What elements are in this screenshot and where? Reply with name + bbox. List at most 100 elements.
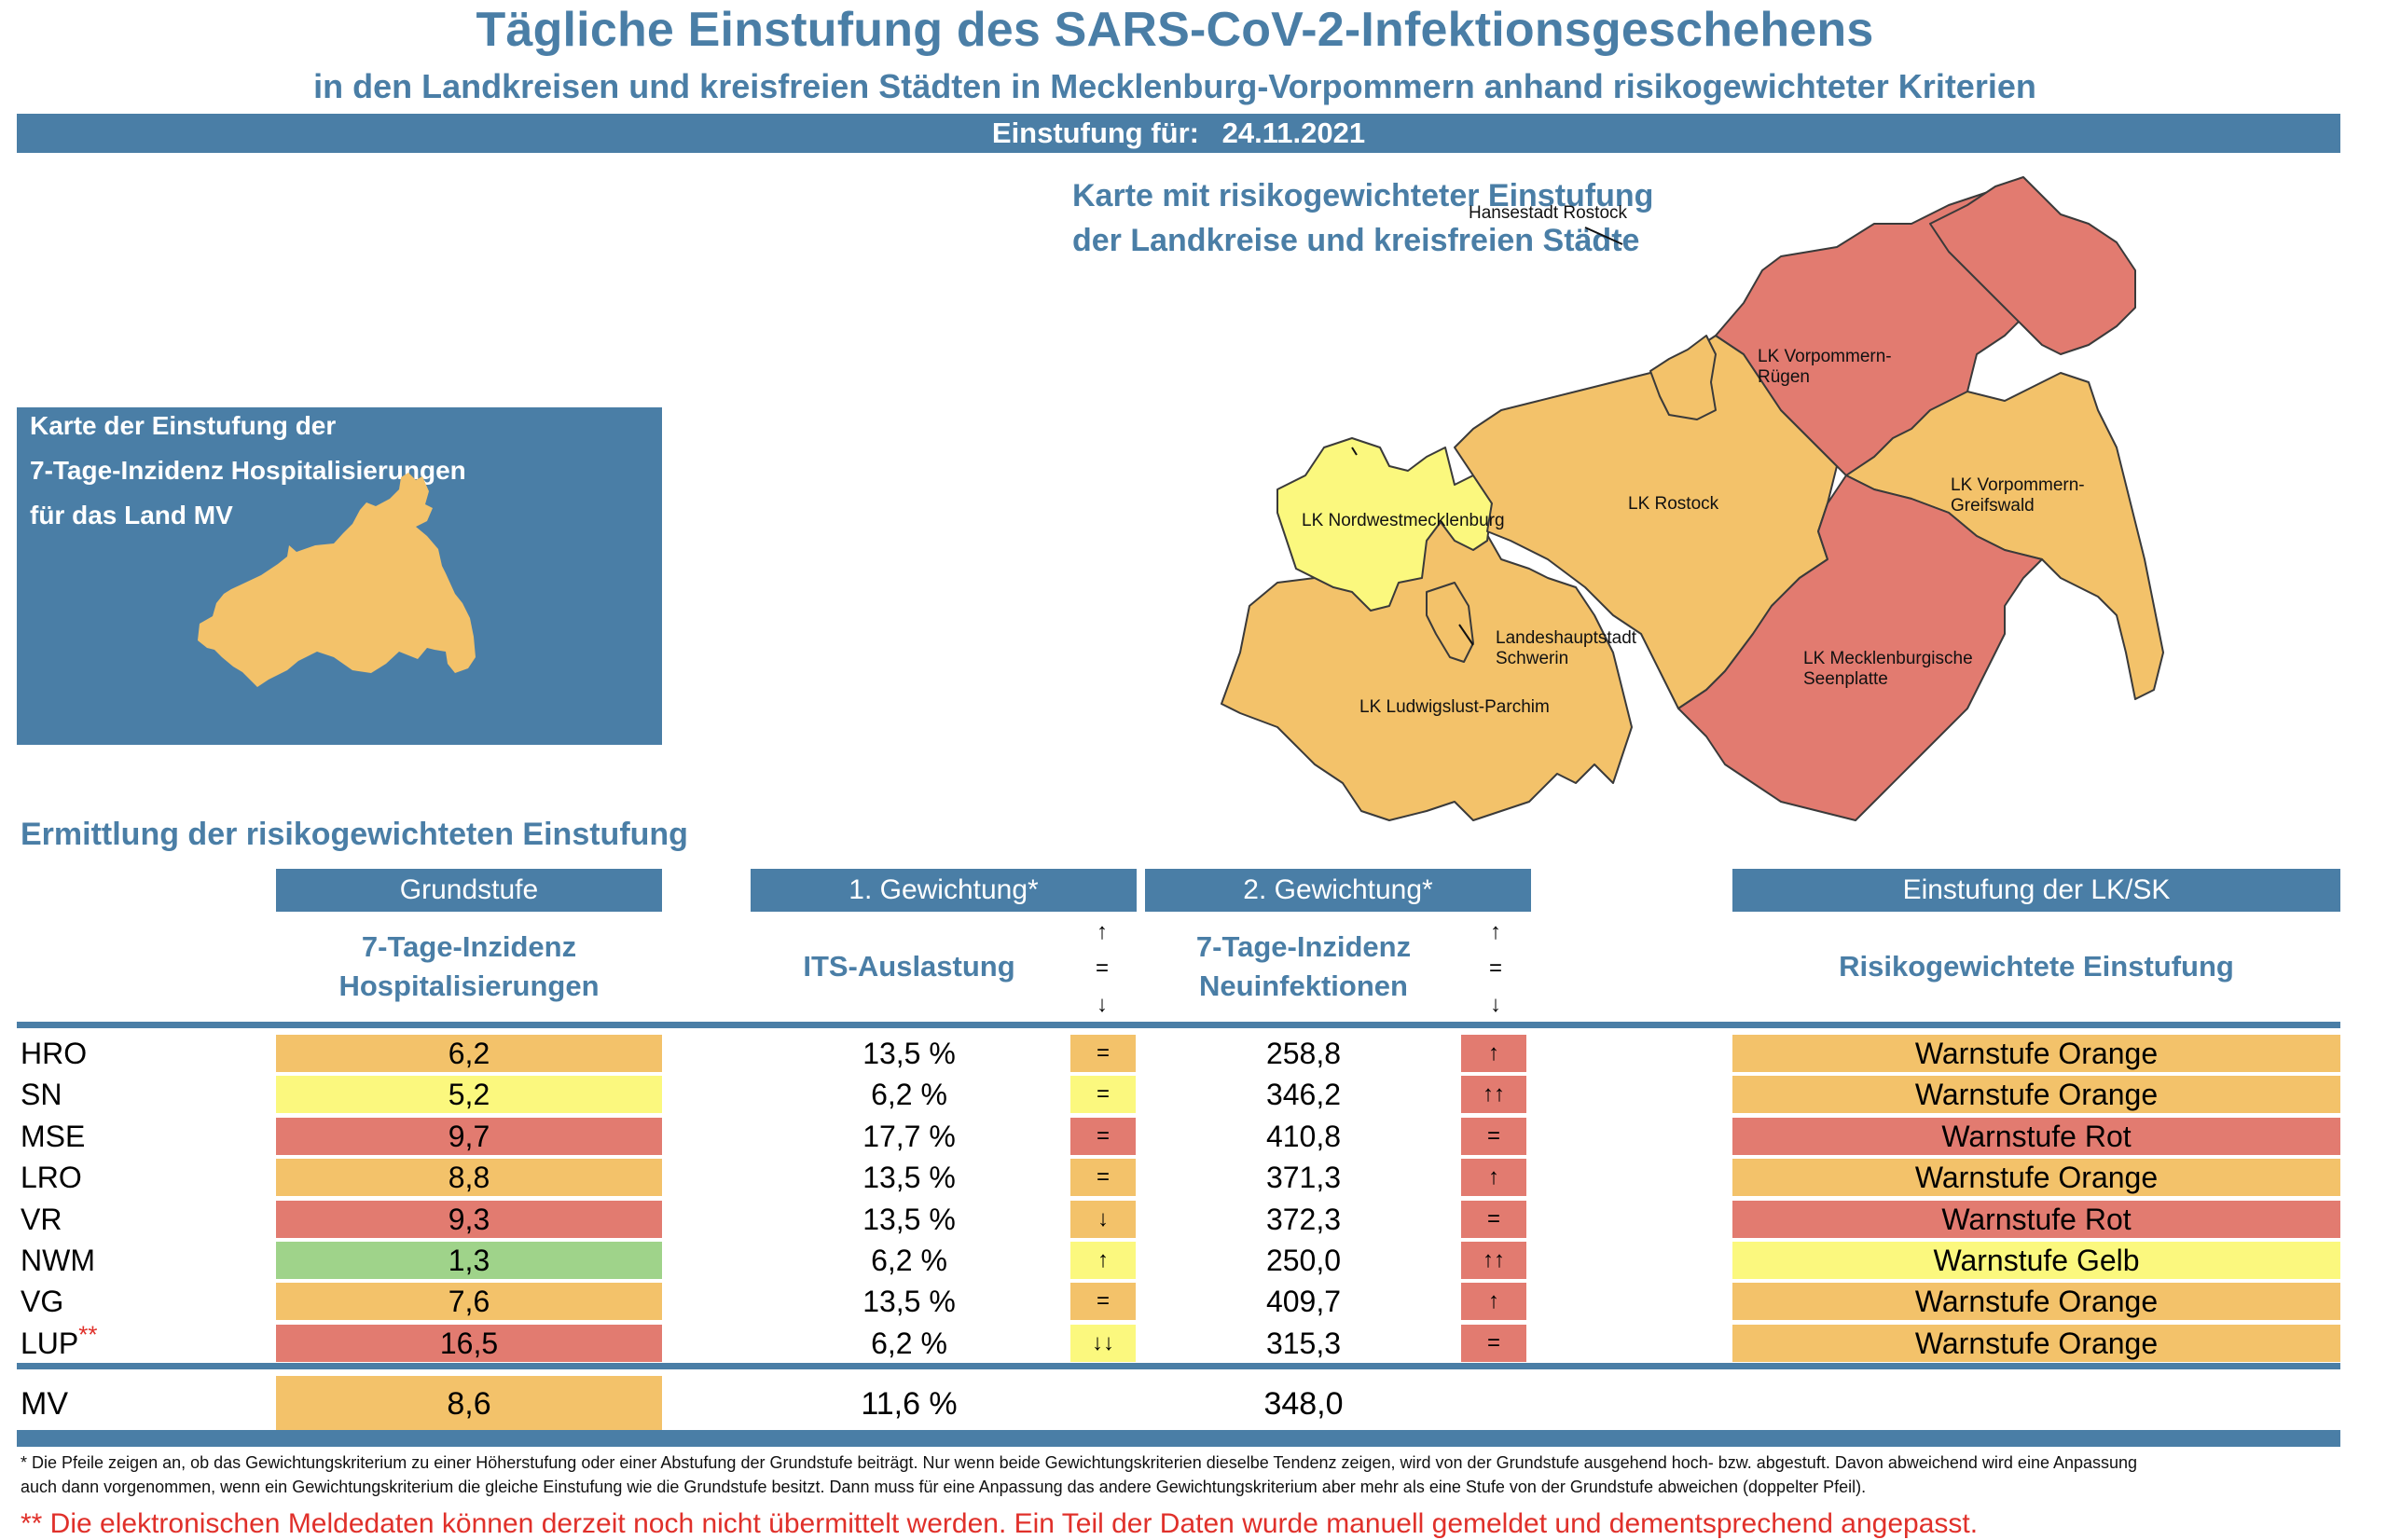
map-label-mse-line-2: Seenplatte	[1803, 669, 1888, 689]
district-map-title: Karte mit risikogewichteter Einstufung d…	[1072, 173, 1653, 263]
district-abbr: NWM	[21, 1242, 95, 1279]
hosp-map-title-line-2: 7-Tage-Inzidenz Hospitalisierungen	[30, 456, 466, 485]
table-row: LRO 8,8 13,5 % = 371,3 ↑ Warnstufe Orange	[0, 1159, 2387, 1197]
map-label-vr: LK Vorpommern- Rügen	[1758, 347, 1892, 388]
total-grundstufe: 8,6	[276, 1376, 662, 1432]
its-trend-icon: ↓↓	[1070, 1324, 1136, 1362]
district-abbr: VG	[21, 1283, 63, 1320]
table-row: NWM 1,3 6,2 % ↑ 250,0 ↑↑ Warnstufe Gelb	[0, 1242, 2387, 1279]
inzidenz-cell: 409,7	[1265, 1285, 1342, 1319]
its-cell: 13,5 %	[862, 1037, 956, 1070]
total-its: 11,6 %	[861, 1386, 958, 1422]
date-label: Einstufung für:	[991, 117, 1200, 149]
warnstufe-cell: Warnstufe Orange	[1732, 1076, 2340, 1114]
header-einstufung: Einstufung der LK/SK	[1732, 869, 2340, 912]
map-label-mse: LK Mecklenburgische Seenplatte	[1803, 649, 1973, 690]
its-cell: 17,7 %	[862, 1119, 956, 1153]
subheader-grundstufe: 7-Tage-Inzidenz Hospitalisierungen	[276, 928, 662, 1006]
district-abbr: SN	[21, 1076, 62, 1113]
inzidenz-cell: 258,8	[1265, 1037, 1342, 1070]
mv-state-map	[198, 473, 476, 687]
district-map-title-line-2: der Landkreise und kreisfreien Städte	[1072, 223, 1640, 258]
district-map: Hansestadt Rostock LK Vorpommern- Rügen …	[1203, 168, 2284, 839]
table-row: MSE 9,7 17,7 % = 410,8 = Warnstufe Rot	[0, 1117, 2387, 1155]
hosp-map-title-line-3: für das Land MV	[30, 501, 233, 529]
subheader-neuinfektionen-line-1: 7-Tage-Inzidenz	[1195, 930, 1412, 963]
map-label-lro: LK Rostock	[1628, 494, 1719, 514]
inzidenz-cell: 250,0	[1265, 1244, 1342, 1277]
map-label-nwm: LK Nordwestmecklenburg	[1302, 511, 1505, 530]
region-mse	[1677, 474, 2043, 821]
map-label-vr-line-1: LK Vorpommern-	[1758, 347, 1892, 366]
footnote-arrows: * Die Pfeile zeigen an, ob das Gewichtun…	[21, 1451, 2352, 1499]
table-row: VR 9,3 13,5 % ↓ 372,3 = Warnstufe Rot	[0, 1200, 2387, 1238]
inzidenz-trend-icon: ↑	[1461, 1283, 1526, 1321]
header-gewichtung-1: 1. Gewichtung*	[751, 869, 1137, 912]
inzidenz-trend-icon: =	[1461, 1200, 1526, 1238]
inzidenz-trend-icon: ↑	[1461, 1159, 1526, 1197]
district-abbr: LUP**	[21, 1322, 98, 1362]
warnstufe-cell: Warnstufe Orange	[1732, 1283, 2340, 1321]
inzidenz-trend-icon: =	[1461, 1324, 1526, 1362]
map-label-vg-line-1: LK Vorpommern-	[1951, 475, 2085, 495]
header-gewichtung-2: 2. Gewichtung*	[1145, 869, 1531, 912]
date-bar: Einstufung für: 24.11.2021	[17, 114, 2340, 153]
inzidenz-cell: 372,3	[1265, 1202, 1342, 1236]
footnote-marker: **	[78, 1320, 98, 1349]
subheader-its: ITS-Auslastung	[803, 950, 1015, 983]
inzidenz-cell: 315,3	[1265, 1326, 1342, 1360]
date-value: 24.11.2021	[1221, 117, 1366, 149]
region-hro	[1649, 335, 1717, 420]
district-abbr: VR	[21, 1201, 62, 1238]
mv-state-shape	[198, 473, 476, 687]
its-trend-icon: =	[1070, 1283, 1136, 1321]
grundstufe-cell: 9,3	[276, 1200, 662, 1238]
table-top-rule	[17, 1022, 2340, 1028]
map-label-sn-line-2: Schwerin	[1496, 649, 1569, 668]
district-abbr: HRO	[21, 1035, 87, 1072]
arrow-legend-1: ↑ = ↓	[1083, 914, 1121, 1023]
map-label-vg-line-2: Greifswald	[1951, 496, 2035, 516]
map-label-sn: Landeshauptstadt Schwerin	[1496, 628, 1636, 669]
district-abbr: MSE	[21, 1118, 85, 1155]
region-vr-ruegen	[1929, 176, 2136, 355]
region-nwm	[1276, 437, 1493, 612]
inzidenz-cell: 346,2	[1265, 1078, 1342, 1112]
warnstufe-cell: Warnstufe Gelb	[1732, 1242, 2340, 1279]
hospitalization-map-panel: Karte der Einstufung der 7-Tage-Inzidenz…	[17, 407, 662, 745]
warnstufe-cell: Warnstufe Rot	[1732, 1200, 2340, 1238]
district-abbr: LRO	[21, 1159, 82, 1196]
arrow-down-icon: ↓	[1097, 992, 1108, 1017]
section-title: Ermittlung der risikogewichteten Einstuf…	[21, 817, 688, 852]
grundstufe-cell: 8,8	[276, 1159, 662, 1197]
subheader-grundstufe-line-1: 7-Tage-Inzidenz	[361, 930, 577, 963]
inzidenz-cell: 410,8	[1265, 1119, 1342, 1153]
map-label-mse-line-1: LK Mecklenburgische	[1803, 649, 1973, 668]
its-trend-icon: =	[1070, 1076, 1136, 1114]
arrow-up-icon: ↑	[1490, 919, 1501, 944]
district-abbr-text: VR	[21, 1202, 62, 1236]
inzidenz-trend-icon: ↑↑	[1461, 1242, 1526, 1279]
map-label-lup: LK Ludwigslust-Parchim	[1359, 697, 1550, 717]
its-trend-icon: =	[1070, 1035, 1136, 1072]
table-row: SN 5,2 6,2 % = 346,2 ↑↑ Warnstufe Orange	[0, 1076, 2387, 1114]
grundstufe-cell: 5,2	[276, 1076, 662, 1114]
district-abbr-text: HRO	[21, 1037, 88, 1070]
header-grundstufe: Grundstufe	[276, 869, 662, 912]
inzidenz-trend-icon: ↑	[1461, 1035, 1526, 1072]
map-label-sn-line-1: Landeshauptstadt	[1496, 628, 1637, 648]
map-label-hro: Hansestadt Rostock	[1469, 203, 1628, 223]
its-trend-icon: =	[1070, 1159, 1136, 1197]
total-abbr: MV	[21, 1386, 68, 1422]
inzidenz-trend-icon: =	[1461, 1117, 1526, 1155]
arrow-up-icon: ↑	[1097, 919, 1108, 944]
district-abbr-text: NWM	[21, 1244, 95, 1277]
district-abbr-text: LUP	[21, 1326, 79, 1360]
table-mid-rule	[17, 1363, 2340, 1369]
its-cell: 13,5 %	[862, 1161, 956, 1195]
warnstufe-cell: Warnstufe Orange	[1732, 1324, 2340, 1362]
its-cell: 13,5 %	[862, 1202, 956, 1236]
footnote-arrows-line-1: * Die Pfeile zeigen an, ob das Gewichtun…	[21, 1453, 2138, 1472]
warnstufe-cell: Warnstufe Orange	[1732, 1159, 2340, 1197]
district-abbr-text: MSE	[21, 1119, 86, 1153]
